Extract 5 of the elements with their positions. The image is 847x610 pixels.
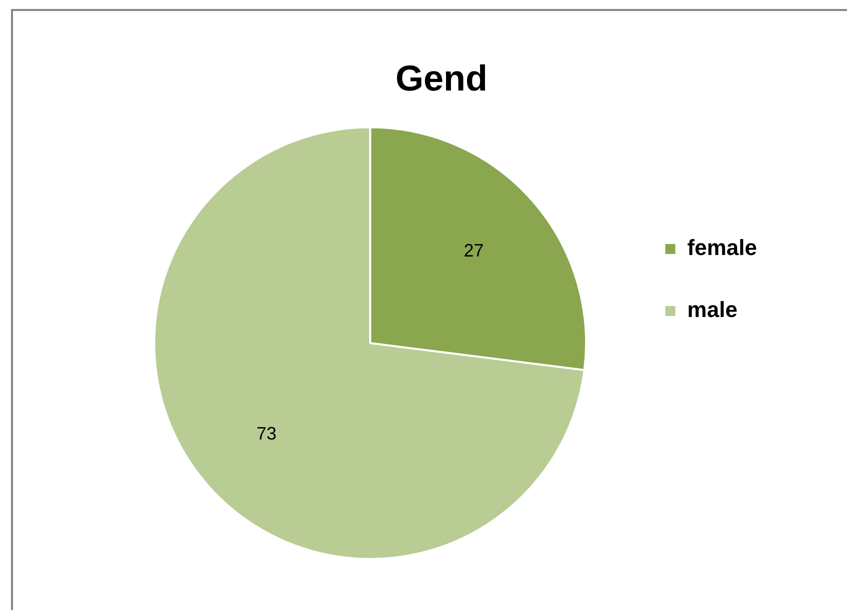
legend-label: male <box>687 297 738 322</box>
chart-title: Gend <box>395 58 488 99</box>
legend-label: female <box>687 235 758 260</box>
data-label: 27 <box>464 240 484 261</box>
data-label: 73 <box>256 423 277 444</box>
